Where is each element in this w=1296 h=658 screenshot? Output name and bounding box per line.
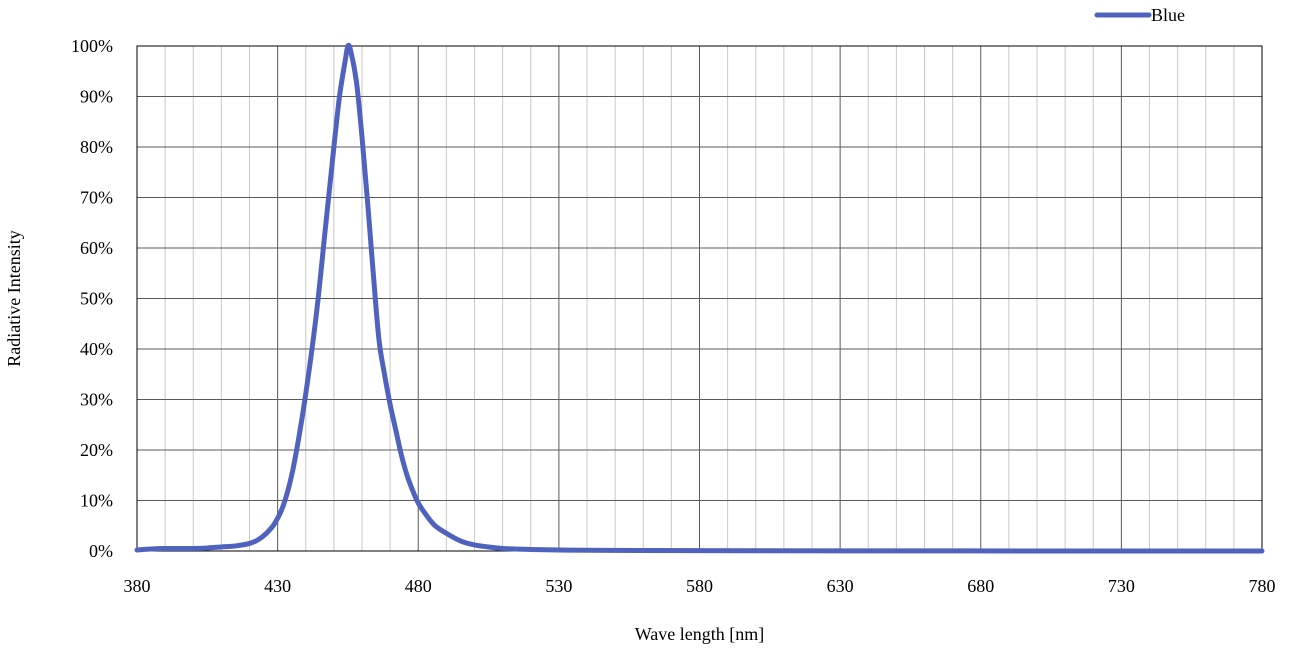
x-axis-title: Wave length [nm] xyxy=(635,624,765,644)
y-axis-title: Radiative Intensity xyxy=(4,230,24,366)
series-line-blue xyxy=(134,42,1265,554)
x-tick-label: 380 xyxy=(124,576,151,596)
y-axis-tick-labels: 0% 10% 20% 30% 40% 50% 60% 70% 80% 90% 100% xyxy=(71,36,113,561)
x-tick-label: 480 xyxy=(405,576,432,596)
x-tick-label: 630 xyxy=(827,576,854,596)
y-tick-label: 100% xyxy=(71,36,113,56)
x-tick-label: 730 xyxy=(1108,576,1135,596)
y-tick-label: 50% xyxy=(80,289,113,309)
y-tick-label: 60% xyxy=(80,238,113,258)
x-tick-label: 580 xyxy=(686,576,713,596)
x-axis-tick-labels: 380 430 480 530 580 630 680 730 780 xyxy=(124,576,1276,596)
y-tick-label: 90% xyxy=(80,87,113,107)
series-layer xyxy=(134,42,1265,554)
x-tick-label: 780 xyxy=(1249,576,1276,596)
y-tick-label: 40% xyxy=(80,339,113,359)
y-tick-label: 70% xyxy=(80,188,113,208)
x-tick-label: 430 xyxy=(264,576,291,596)
y-tick-label: 0% xyxy=(89,541,113,561)
legend-label-blue: Blue xyxy=(1151,5,1185,25)
y-tick-label: 30% xyxy=(80,390,113,410)
legend: Blue xyxy=(1094,5,1185,25)
y-tick-label: 10% xyxy=(80,491,113,511)
y-tick-label: 80% xyxy=(80,137,113,157)
x-tick-label: 530 xyxy=(545,576,572,596)
x-tick-label: 680 xyxy=(967,576,994,596)
y-tick-label: 20% xyxy=(80,440,113,460)
